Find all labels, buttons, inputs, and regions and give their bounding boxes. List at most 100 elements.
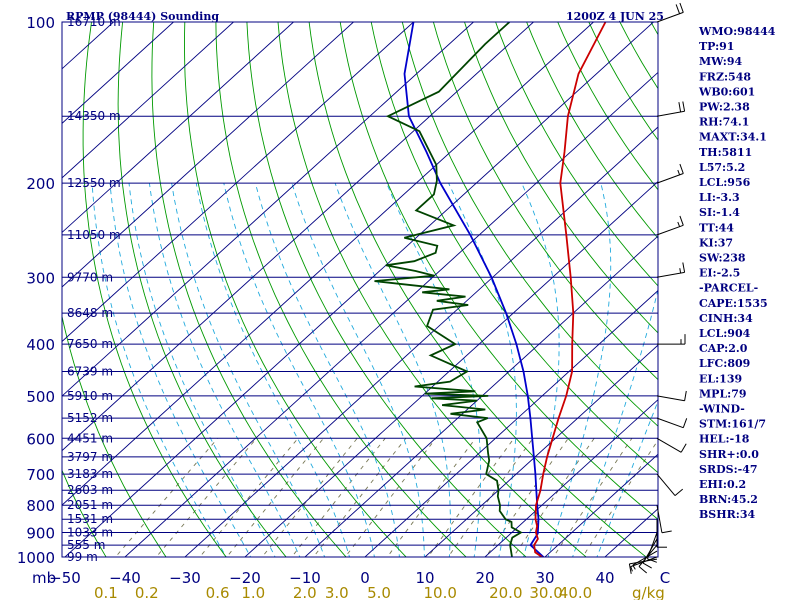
pressure-tick-label: 600 (26, 430, 55, 448)
wind-barb-staff (656, 417, 684, 429)
isotherm-line (62, 22, 534, 452)
isotherm-line (62, 22, 234, 179)
index-value: CAP:2.0 (699, 342, 748, 355)
height-label: 6739 m (67, 365, 113, 379)
height-label: 8648 m (67, 306, 113, 320)
wind-barb (632, 550, 658, 570)
moist-adiabat-line (128, 183, 276, 557)
wind-barb (656, 473, 684, 496)
moist-adiabat-line (386, 182, 482, 557)
isotherm-line (124, 71, 658, 557)
pressure-axis-labels: 100 200 300 400 500 600 700 800 900 1000 mb (17, 14, 56, 587)
moist-adiabat-line (547, 182, 612, 557)
wind-barb-flag (678, 102, 682, 113)
wind-barb (656, 262, 686, 278)
mixing-ratio-tick-label: 10.0 (423, 584, 456, 600)
index-value: RH:74.1 (699, 116, 749, 129)
pressure-tick-label: 200 (26, 175, 55, 193)
height-label: 555 m (67, 538, 105, 552)
wind-barb (656, 505, 672, 534)
wind-barb-flag (661, 530, 672, 534)
isotherm-line (304, 235, 658, 557)
mixing-ratio-labels: 0.1 0.2 0.6 1.0 2.0 3.0 5.0 10.0 20.0 30.040.0 g/k… (94, 584, 665, 600)
moist-adiabat-line (596, 399, 658, 557)
mixing-ratio-line (485, 438, 569, 557)
index-value: WMO:98444 (698, 25, 776, 38)
index-panel: WMO:98444 TP:91 MW:94 FRZ:548 WB0:601 PW:2.38… (698, 25, 776, 521)
parcel-trace (403, 22, 545, 557)
dry-adiabat-line (117, 22, 287, 557)
temperature-line (533, 22, 607, 557)
dry-adiabat-line (62, 469, 107, 557)
wind-barb-staff (656, 473, 676, 496)
mixing-ratio-tick-label: 5.0 (367, 584, 391, 600)
index-value: FRZ:548 (699, 70, 751, 83)
mixing-ratio-tick-label: 30.0 (529, 584, 562, 600)
pressure-tick-label: 300 (26, 269, 55, 287)
wind-barb-staff (656, 505, 663, 533)
height-label: 14350 m (67, 109, 121, 123)
temperature-tick-label: −40 (109, 569, 141, 587)
wind-barb-flag (679, 163, 684, 174)
height-label: 1531 m (67, 512, 113, 526)
isotherm-line (62, 22, 354, 288)
dry-adiabat-line (464, 22, 658, 334)
moist-adiabat-line (148, 183, 301, 557)
wind-barb (656, 417, 688, 429)
index-value: TH:5811 (699, 146, 752, 159)
pressure-tick-label: 100 (26, 14, 55, 32)
wind-barb-flag (679, 2, 684, 13)
wind-barb-flag (642, 562, 652, 569)
mixing-ratio-line (552, 438, 633, 557)
mixing-ratio-line (582, 439, 658, 557)
index-value: L57:5.2 (699, 161, 745, 174)
wind-barb-flag (632, 564, 636, 570)
dry-adiabat-line (526, 22, 658, 239)
wind-barb-flag (682, 262, 686, 273)
height-label: 1033 m (67, 526, 113, 540)
wind-barb (646, 532, 658, 563)
index-value: SHR+:0.0 (699, 448, 759, 461)
pressure-tick-label: 400 (26, 336, 55, 354)
parcel-line (403, 22, 545, 557)
temperature-tick-label: 0 (360, 569, 370, 587)
isotherm-line (244, 180, 658, 557)
wind-barb-flag (679, 268, 682, 274)
wind-barb-flag (630, 566, 633, 572)
dry-adiabat-line (277, 22, 587, 557)
wind-barb (657, 334, 686, 345)
wind-barb (656, 437, 687, 453)
moist-adiabat-line (334, 182, 451, 557)
index-value: CAPE:1535 (699, 297, 768, 310)
dry-adiabat-line (401, 22, 658, 427)
dry-adiabat-line (308, 22, 647, 557)
height-label: 12550 m (67, 176, 121, 190)
temperature-tick-label: −10 (289, 569, 321, 587)
index-value: TP:91 (699, 40, 734, 53)
dry-adiabat-line (62, 314, 167, 557)
isotherm-line (544, 453, 658, 557)
wind-barb-flag (675, 4, 681, 14)
mixing-ratio-line (226, 438, 324, 557)
mixing-ratio-lines (114, 438, 658, 557)
wind-barb-flag (680, 443, 687, 453)
moist-adiabat-line (171, 183, 326, 557)
wind-barb (656, 101, 686, 117)
wind-barb-staff (656, 395, 685, 402)
index-value: MAXT:34.1 (699, 131, 767, 144)
index-value: BSHR:34 (699, 508, 755, 521)
moist-adiabat-line (91, 183, 227, 557)
isotherm-line (62, 22, 174, 124)
dewpoint-trace (374, 22, 523, 557)
mixing-ratio-line (344, 438, 437, 557)
mixing-ratio-tick-label: 3.0 (325, 584, 349, 600)
isotherm-line (62, 22, 594, 506)
index-value: BRN:45.2 (699, 493, 758, 506)
wind-barb (656, 2, 684, 23)
index-value: LCL:956 (699, 176, 751, 189)
chart-title: RPMP (98444) Sounding (66, 10, 219, 23)
wind-barbs (628, 2, 688, 574)
index-value: MPL:79 (699, 387, 747, 400)
